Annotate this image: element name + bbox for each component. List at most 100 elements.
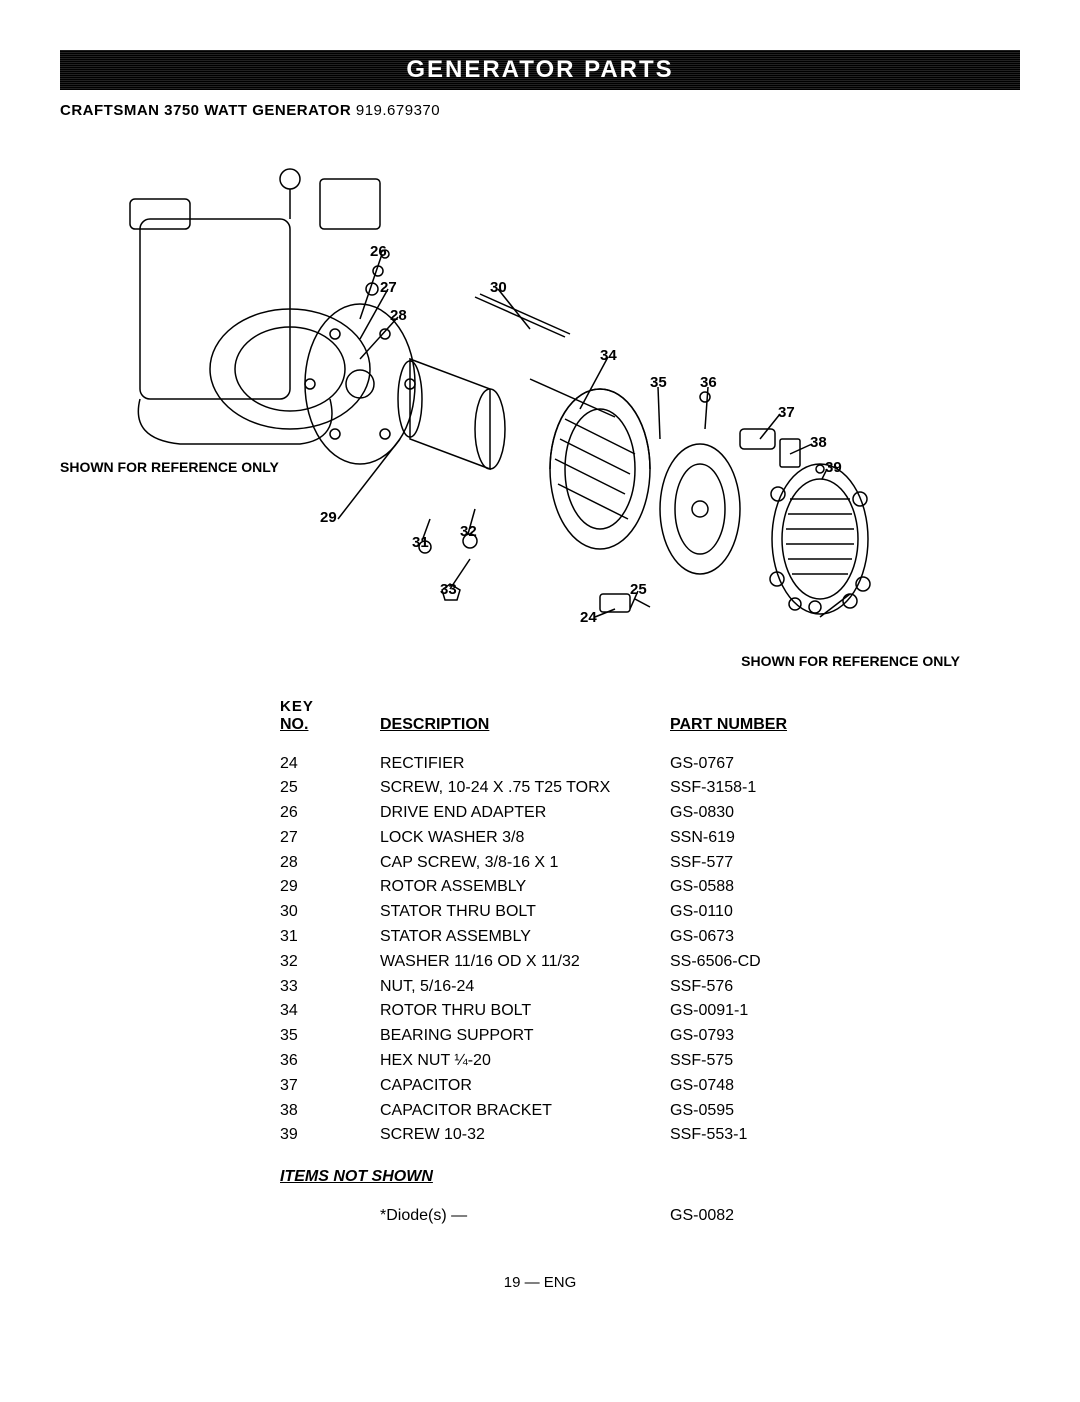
cell-part: SSF-575 xyxy=(670,1049,840,1074)
cell-no: 34 xyxy=(280,999,380,1024)
table-row: 37CAPACITORGS-0748 xyxy=(280,1074,840,1099)
callout-39: 39 xyxy=(825,459,842,476)
cell-desc: ROTOR ASSEMBLY xyxy=(380,875,670,900)
parts-table: KEY NO. DESCRIPTION PART NUMBER 24RECTIF… xyxy=(280,699,840,1229)
cell-no: 36 xyxy=(280,1049,380,1074)
callout-34: 34 xyxy=(600,347,617,364)
table-row: 27LOCK WASHER 3/8SSN-619 xyxy=(280,826,840,851)
table-header-row: NO. DESCRIPTION PART NUMBER xyxy=(280,716,840,734)
cell-no: 39 xyxy=(280,1123,380,1148)
callout-24: 24 xyxy=(580,609,597,626)
subtitle-bold: CRAFTSMAN 3750 WATT GENERATOR xyxy=(60,102,351,119)
callout-35: 35 xyxy=(650,374,667,391)
table-row: 24RECTIFIERGS-0767 xyxy=(280,752,840,777)
cell-part: SSF-576 xyxy=(670,975,840,1000)
cell-desc: SCREW 10-32 xyxy=(380,1123,670,1148)
cell-desc: LOCK WASHER 3/8 xyxy=(380,826,670,851)
subtitle-model: 919.679370 xyxy=(356,102,440,119)
callout-37: 37 xyxy=(778,404,795,421)
cell-no: 31 xyxy=(280,925,380,950)
callout-33: 33 xyxy=(440,581,457,598)
table-head-desc: DESCRIPTION xyxy=(380,716,489,733)
callout-26: 26 xyxy=(370,243,387,260)
callout-27: 27 xyxy=(380,279,397,296)
cell-no: 24 xyxy=(280,752,380,777)
cell-no: 29 xyxy=(280,875,380,900)
cell-part: GS-0793 xyxy=(670,1024,840,1049)
callout-32: 32 xyxy=(460,523,477,540)
cell-no: 32 xyxy=(280,950,380,975)
table-row: 32WASHER 11/16 OD X 11/32SS-6506-CD xyxy=(280,950,840,975)
table-row: 38CAPACITOR BRACKETGS-0595 xyxy=(280,1099,840,1124)
cell-part: GS-0082 xyxy=(670,1204,840,1229)
callout-29: 29 xyxy=(320,509,337,526)
callout-28: 28 xyxy=(390,307,407,324)
callout-36: 36 xyxy=(700,374,717,391)
cell-no: 33 xyxy=(280,975,380,1000)
cell-part: GS-0091-1 xyxy=(670,999,840,1024)
cell-no: 26 xyxy=(280,801,380,826)
table-row: 26DRIVE END ADAPTERGS-0830 xyxy=(280,801,840,826)
cell-part: GS-0595 xyxy=(670,1099,840,1124)
callout-38: 38 xyxy=(810,434,827,451)
cell-no: 25 xyxy=(280,776,380,801)
cell-desc: HEX NUT ¼-20 xyxy=(380,1049,670,1074)
cell-no: 37 xyxy=(280,1074,380,1099)
table-row: 36HEX NUT ¼-20SSF-575 xyxy=(280,1049,840,1074)
exploded-diagram: SHOWN FOR REFERENCE ONLY SHOWN FOR REFER… xyxy=(60,139,1020,669)
cell-part: GS-0767 xyxy=(670,752,840,777)
table-head-no: NO. xyxy=(280,716,308,733)
table-row: 39SCREW 10-32SSF-553-1 xyxy=(280,1123,840,1148)
callout-31: 31 xyxy=(412,534,429,551)
cell-part: GS-0110 xyxy=(670,900,840,925)
cell-desc: *Diode(s) — xyxy=(380,1204,670,1229)
table-row: *Diode(s) —GS-0082 xyxy=(280,1204,840,1229)
page-title: GENERATOR PARTS xyxy=(406,56,673,84)
cell-no: 27 xyxy=(280,826,380,851)
cell-part: SSF-3158-1 xyxy=(670,776,840,801)
page-footer: 19 — ENG xyxy=(60,1274,1020,1291)
cell-no: 38 xyxy=(280,1099,380,1124)
cell-desc: WASHER 11/16 OD X 11/32 xyxy=(380,950,670,975)
cell-part: GS-0830 xyxy=(670,801,840,826)
cell-desc: BEARING SUPPORT xyxy=(380,1024,670,1049)
cell-desc: RECTIFIER xyxy=(380,752,670,777)
table-row: 25SCREW, 10-24 X .75 T25 TORXSSF-3158-1 xyxy=(280,776,840,801)
diagram-svg xyxy=(60,139,1020,669)
header-bar: GENERATOR PARTS xyxy=(60,50,1020,90)
cell-part: GS-0588 xyxy=(670,875,840,900)
table-row: 31STATOR ASSEMBLYGS-0673 xyxy=(280,925,840,950)
cell-no: 28 xyxy=(280,851,380,876)
cell-desc: CAPACITOR xyxy=(380,1074,670,1099)
table-row: 28CAP SCREW, 3/8-16 X 1SSF-577 xyxy=(280,851,840,876)
callout-25: 25 xyxy=(630,581,647,598)
cell-desc: NUT, 5/16-24 xyxy=(380,975,670,1000)
cell-desc: STATOR ASSEMBLY xyxy=(380,925,670,950)
cell-part: GS-0748 xyxy=(670,1074,840,1099)
cell-desc: SCREW, 10-24 X .75 T25 TORX xyxy=(380,776,670,801)
cell-part: GS-0673 xyxy=(670,925,840,950)
reference-note-right: SHOWN FOR REFERENCE ONLY xyxy=(741,653,960,669)
table-head-part: PART NUMBER xyxy=(670,716,787,733)
cell-part: SS-6506-CD xyxy=(670,950,840,975)
cell-no xyxy=(280,1204,380,1229)
cell-desc: STATOR THRU BOLT xyxy=(380,900,670,925)
cell-desc: DRIVE END ADAPTER xyxy=(380,801,670,826)
callout-30: 30 xyxy=(490,279,507,296)
product-subtitle: CRAFTSMAN 3750 WATT GENERATOR 919.679370 xyxy=(60,102,1020,119)
reference-note-left: SHOWN FOR REFERENCE ONLY xyxy=(60,459,279,475)
table-row: 33NUT, 5/16-24SSF-576 xyxy=(280,975,840,1000)
table-row: 30STATOR THRU BOLTGS-0110 xyxy=(280,900,840,925)
cell-desc: CAP SCREW, 3/8-16 X 1 xyxy=(380,851,670,876)
cell-part: SSF-577 xyxy=(670,851,840,876)
cell-desc: ROTOR THRU BOLT xyxy=(380,999,670,1024)
cell-part: SSF-553-1 xyxy=(670,1123,840,1148)
table-row: 29ROTOR ASSEMBLYGS-0588 xyxy=(280,875,840,900)
cell-part: SSN-619 xyxy=(670,826,840,851)
items-not-shown-heading: ITEMS NOT SHOWN xyxy=(280,1168,840,1186)
table-row: 35BEARING SUPPORTGS-0793 xyxy=(280,1024,840,1049)
cell-no: 30 xyxy=(280,900,380,925)
cell-no: 35 xyxy=(280,1024,380,1049)
cell-desc: CAPACITOR BRACKET xyxy=(380,1099,670,1124)
table-row: 34ROTOR THRU BOLTGS-0091-1 xyxy=(280,999,840,1024)
